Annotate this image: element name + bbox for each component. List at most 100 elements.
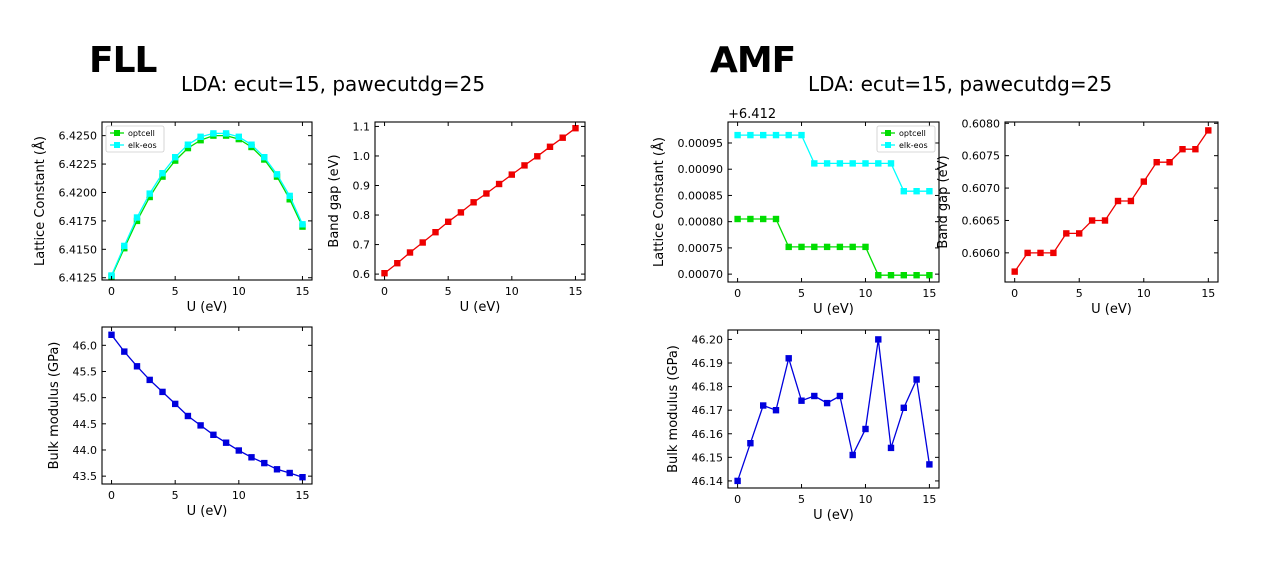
chart-3: 0 5 10 15 43.5 44.0 44.5 45.0 45.5 46.0 U (eV) Bulk… [47, 326, 313, 519]
x-tick-label: 15 [922, 287, 936, 300]
subtitle-amf: LDA: ecut=15, pawecutdg=25 [808, 72, 1113, 96]
y-tick-label: 6.4150 [59, 243, 98, 256]
axes-frame [374, 121, 586, 281]
x-tick-label: 10 [232, 489, 246, 502]
data-point [286, 192, 293, 200]
data-point [172, 157, 179, 164]
data-point [747, 215, 754, 223]
x-tick-label: 10 [858, 287, 872, 300]
y-tick-label: 0.6070 [962, 182, 1001, 195]
y-tick-label: 0.6065 [962, 214, 1001, 227]
data-point [248, 141, 255, 148]
y-tick-label: 0.6080 [962, 117, 1001, 130]
data-point [559, 134, 566, 141]
axes-frame [727, 329, 940, 489]
series-line [737, 134, 930, 192]
y-axis-label: Band gap (eV) [936, 155, 951, 248]
chart-1: 0 5 10 15 6.4125 6.4150 6.4175 6.4200 6.4225 6.42… [32, 121, 313, 315]
data-point [248, 454, 255, 461]
data-point [1088, 217, 1096, 224]
data-point [159, 170, 166, 177]
x-tick-label: 0 [381, 285, 388, 298]
data-point [483, 190, 490, 197]
x-tick-label: 15 [295, 285, 309, 298]
x-tick-label: 15 [568, 285, 582, 298]
data-point [811, 392, 818, 400]
series-line [1014, 130, 1209, 272]
y-tick-label: 46.19 [692, 357, 724, 370]
data-point [1114, 197, 1122, 205]
legend-marker [114, 130, 120, 136]
data-point [926, 461, 933, 468]
data-point [734, 131, 741, 139]
data-point [1192, 146, 1199, 153]
axes-frame [727, 121, 940, 283]
data-point [875, 272, 882, 279]
y-tick-label: 46.15 [692, 451, 724, 464]
y-tick-label: 0.6060 [962, 247, 1001, 260]
y-tick-label: 0.00075 [678, 242, 724, 255]
legend-label: elk-eos [899, 141, 928, 150]
series-line [736, 339, 931, 482]
data-point [470, 199, 477, 206]
legend-marker [114, 142, 120, 148]
data-point [849, 243, 856, 251]
data-point [785, 243, 792, 251]
x-tick-label: 5 [1076, 287, 1083, 300]
y-axis-label: Bulk modulus (GPa) [666, 345, 681, 473]
y-tick-label: 46.20 [692, 333, 724, 346]
data-point [849, 451, 856, 459]
x-tick-label: 15 [295, 489, 309, 502]
data-point [734, 215, 741, 223]
x-axis-label: U (eV) [1091, 302, 1132, 317]
data-point [159, 388, 166, 396]
data-point [235, 447, 242, 454]
x-tick-label: 15 [1201, 287, 1215, 300]
y-tick-label: 6.4200 [59, 186, 98, 199]
data-point [875, 160, 882, 167]
y-tick-label: 46.16 [692, 428, 724, 441]
axes-frame [1004, 121, 1219, 283]
series-line [737, 218, 930, 276]
data-point [772, 215, 780, 223]
x-tick-label: 0 [1011, 287, 1018, 300]
y-tick-label: 0.00070 [678, 268, 724, 281]
data-point [432, 229, 439, 236]
y-tick-label: 0.6 [353, 268, 371, 281]
x-tick-label: 5 [172, 285, 179, 298]
data-point [146, 193, 153, 201]
data-point [273, 171, 281, 178]
y-tick-label: 6.4250 [59, 130, 98, 143]
data-point [159, 173, 166, 180]
data-point [1024, 249, 1031, 257]
subtitle-fll: LDA: ecut=15, pawecutdg=25 [181, 72, 486, 96]
data-point [772, 407, 780, 414]
y-tick-label: 6.4125 [59, 272, 98, 285]
y-tick-label: 0.00085 [678, 189, 724, 202]
data-point [419, 239, 426, 246]
data-point [273, 466, 281, 473]
y-tick-label: 0.9 [353, 179, 371, 192]
data-point [495, 180, 503, 188]
data-point [197, 133, 204, 140]
data-point [785, 355, 792, 362]
x-tick-label: 10 [858, 493, 872, 506]
data-point [1076, 230, 1083, 237]
legend-label: optcell [128, 129, 155, 138]
legend-marker [885, 142, 891, 148]
data-point [1140, 178, 1147, 185]
heading-amf: AMF [710, 40, 796, 81]
data-point [1050, 249, 1057, 257]
axes-frame [101, 326, 313, 485]
data-point [887, 444, 895, 452]
series-line [384, 127, 576, 274]
data-point [457, 209, 465, 216]
data-point [1037, 249, 1044, 257]
y-tick-label: 0.7 [353, 239, 371, 252]
data-point [849, 160, 856, 167]
data-point [261, 459, 268, 467]
data-point [146, 376, 153, 384]
data-point [760, 131, 767, 139]
y-tick-label: 0.6075 [962, 150, 1001, 163]
